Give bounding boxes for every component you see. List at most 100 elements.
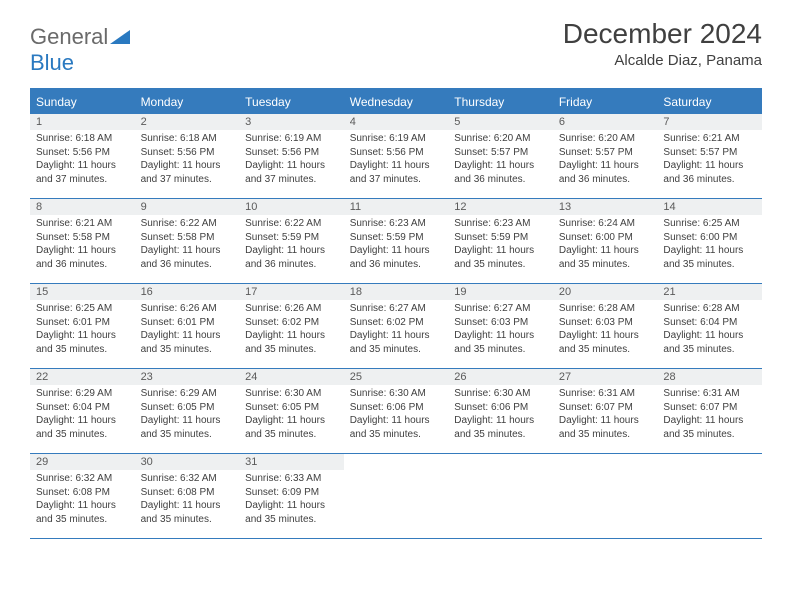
calendar-cell: 2 Sunrise: 6:18 AMSunset: 5:56 PMDaylight… bbox=[135, 114, 240, 198]
cell-body: Sunrise: 6:30 AMSunset: 6:06 PMDaylight:… bbox=[448, 385, 553, 447]
sunset-text: Sunset: 5:58 PM bbox=[141, 231, 234, 245]
sunset-text: Sunset: 5:56 PM bbox=[350, 146, 443, 160]
calendar-cell: 10Sunrise: 6:22 AMSunset: 5:59 PMDayligh… bbox=[239, 199, 344, 283]
day-number: 5 bbox=[448, 114, 553, 130]
calendar-cell: 13Sunrise: 6:24 AMSunset: 6:00 PMDayligh… bbox=[553, 199, 658, 283]
day-number: 7 bbox=[657, 114, 762, 130]
sunrise-text: Sunrise: 6:27 AM bbox=[454, 302, 547, 316]
day-header-saturday: Saturday bbox=[657, 90, 762, 114]
calendar-cell: 17Sunrise: 6:26 AMSunset: 6:02 PMDayligh… bbox=[239, 284, 344, 368]
sunrise-text: Sunrise: 6:32 AM bbox=[141, 472, 234, 486]
calendar-cell: 28Sunrise: 6:31 AMSunset: 6:07 PMDayligh… bbox=[657, 369, 762, 453]
sunset-text: Sunset: 5:57 PM bbox=[663, 146, 756, 160]
day-number: 13 bbox=[553, 199, 658, 215]
sunset-text: Sunset: 6:03 PM bbox=[454, 316, 547, 330]
cell-body: Sunrise: 6:25 AMSunset: 6:01 PMDaylight:… bbox=[30, 300, 135, 362]
sunrise-text: Sunrise: 6:30 AM bbox=[245, 387, 338, 401]
daylight-text: and 35 minutes. bbox=[663, 428, 756, 442]
day-number: 2 bbox=[135, 114, 240, 130]
day-number: 28 bbox=[657, 369, 762, 385]
calendar-cell: 18Sunrise: 6:27 AMSunset: 6:02 PMDayligh… bbox=[344, 284, 449, 368]
cell-body: Sunrise: 6:32 AMSunset: 6:08 PMDaylight:… bbox=[135, 470, 240, 532]
day-number: 12 bbox=[448, 199, 553, 215]
logo: General Blue bbox=[30, 24, 130, 76]
cell-body: Sunrise: 6:21 AMSunset: 5:57 PMDaylight:… bbox=[657, 130, 762, 192]
sunset-text: Sunset: 6:05 PM bbox=[245, 401, 338, 415]
week-row: 8Sunrise: 6:21 AMSunset: 5:58 PMDaylight… bbox=[30, 199, 762, 284]
calendar-cell: 25Sunrise: 6:30 AMSunset: 6:06 PMDayligh… bbox=[344, 369, 449, 453]
cell-body: Sunrise: 6:28 AMSunset: 6:03 PMDaylight:… bbox=[553, 300, 658, 362]
sunrise-text: Sunrise: 6:29 AM bbox=[36, 387, 129, 401]
daylight-text: Daylight: 11 hours bbox=[245, 244, 338, 258]
sunset-text: Sunset: 6:06 PM bbox=[454, 401, 547, 415]
calendar-grid: Sunday Monday Tuesday Wednesday Thursday… bbox=[30, 88, 762, 539]
sunrise-text: Sunrise: 6:23 AM bbox=[454, 217, 547, 231]
logo-text-blue: Blue bbox=[30, 50, 74, 75]
calendar-cell: 26Sunrise: 6:30 AMSunset: 6:06 PMDayligh… bbox=[448, 369, 553, 453]
daylight-text: Daylight: 11 hours bbox=[350, 244, 443, 258]
daylight-text: Daylight: 11 hours bbox=[36, 499, 129, 513]
daylight-text: Daylight: 11 hours bbox=[663, 244, 756, 258]
week-row: 1Sunrise: 6:18 AMSunset: 5:56 PMDaylight… bbox=[30, 114, 762, 199]
daylight-text: and 35 minutes. bbox=[245, 513, 338, 527]
daylight-text: Daylight: 11 hours bbox=[350, 159, 443, 173]
sunset-text: Sunset: 6:06 PM bbox=[350, 401, 443, 415]
calendar-cell bbox=[344, 454, 449, 538]
sunset-text: Sunset: 5:58 PM bbox=[36, 231, 129, 245]
sunrise-text: Sunrise: 6:30 AM bbox=[350, 387, 443, 401]
cell-body: Sunrise: 6:32 AMSunset: 6:08 PMDaylight:… bbox=[30, 470, 135, 532]
daylight-text: Daylight: 11 hours bbox=[36, 244, 129, 258]
daylight-text: Daylight: 11 hours bbox=[559, 329, 652, 343]
sunrise-text: Sunrise: 6:24 AM bbox=[559, 217, 652, 231]
day-number: 24 bbox=[239, 369, 344, 385]
sunset-text: Sunset: 5:56 PM bbox=[141, 146, 234, 160]
title-block: December 2024 Alcalde Diaz, Panama bbox=[563, 18, 762, 69]
weeks-container: 1Sunrise: 6:18 AMSunset: 5:56 PMDaylight… bbox=[30, 114, 762, 539]
daylight-text: and 35 minutes. bbox=[454, 258, 547, 272]
sunrise-text: Sunrise: 6:27 AM bbox=[350, 302, 443, 316]
calendar-cell: 15Sunrise: 6:25 AMSunset: 6:01 PMDayligh… bbox=[30, 284, 135, 368]
calendar-cell: 21Sunrise: 6:28 AMSunset: 6:04 PMDayligh… bbox=[657, 284, 762, 368]
daylight-text: Daylight: 11 hours bbox=[36, 414, 129, 428]
sunrise-text: Sunrise: 6:18 AM bbox=[141, 132, 234, 146]
daylight-text: and 35 minutes. bbox=[245, 343, 338, 357]
week-row: 29Sunrise: 6:32 AMSunset: 6:08 PMDayligh… bbox=[30, 454, 762, 539]
day-header-monday: Monday bbox=[135, 90, 240, 114]
daylight-text: and 36 minutes. bbox=[36, 258, 129, 272]
cell-body: Sunrise: 6:27 AMSunset: 6:03 PMDaylight:… bbox=[448, 300, 553, 362]
daylight-text: and 36 minutes. bbox=[559, 173, 652, 187]
calendar-cell: 7Sunrise: 6:21 AMSunset: 5:57 PMDaylight… bbox=[657, 114, 762, 198]
calendar-cell: 27Sunrise: 6:31 AMSunset: 6:07 PMDayligh… bbox=[553, 369, 658, 453]
daylight-text: and 37 minutes. bbox=[36, 173, 129, 187]
day-number: 31 bbox=[239, 454, 344, 470]
day-number: 10 bbox=[239, 199, 344, 215]
sunrise-text: Sunrise: 6:22 AM bbox=[141, 217, 234, 231]
daylight-text: Daylight: 11 hours bbox=[141, 159, 234, 173]
cell-body: Sunrise: 6:31 AMSunset: 6:07 PMDaylight:… bbox=[553, 385, 658, 447]
cell-body: Sunrise: 6:19 AMSunset: 5:56 PMDaylight:… bbox=[239, 130, 344, 192]
calendar-cell: 6Sunrise: 6:20 AMSunset: 5:57 PMDaylight… bbox=[553, 114, 658, 198]
calendar-cell bbox=[448, 454, 553, 538]
cell-body: Sunrise: 6:19 AMSunset: 5:56 PMDaylight:… bbox=[344, 130, 449, 192]
day-number: 9 bbox=[135, 199, 240, 215]
sunset-text: Sunset: 6:01 PM bbox=[141, 316, 234, 330]
cell-body: Sunrise: 6:24 AMSunset: 6:00 PMDaylight:… bbox=[553, 215, 658, 277]
daylight-text: and 36 minutes. bbox=[350, 258, 443, 272]
calendar-cell: 20Sunrise: 6:28 AMSunset: 6:03 PMDayligh… bbox=[553, 284, 658, 368]
calendar-cell: 12Sunrise: 6:23 AMSunset: 5:59 PMDayligh… bbox=[448, 199, 553, 283]
daylight-text: Daylight: 11 hours bbox=[141, 244, 234, 258]
day-number: 20 bbox=[553, 284, 658, 300]
daylight-text: and 35 minutes. bbox=[245, 428, 338, 442]
cell-body: Sunrise: 6:27 AMSunset: 6:02 PMDaylight:… bbox=[344, 300, 449, 362]
cell-body: Sunrise: 6:22 AMSunset: 5:59 PMDaylight:… bbox=[239, 215, 344, 277]
calendar-cell: 29Sunrise: 6:32 AMSunset: 6:08 PMDayligh… bbox=[30, 454, 135, 538]
sunset-text: Sunset: 6:04 PM bbox=[36, 401, 129, 415]
sunset-text: Sunset: 6:09 PM bbox=[245, 486, 338, 500]
daylight-text: and 35 minutes. bbox=[36, 428, 129, 442]
cell-body: Sunrise: 6:25 AMSunset: 6:00 PMDaylight:… bbox=[657, 215, 762, 277]
cell-body: Sunrise: 6:30 AMSunset: 6:06 PMDaylight:… bbox=[344, 385, 449, 447]
daylight-text: and 35 minutes. bbox=[350, 428, 443, 442]
daylight-text: and 35 minutes. bbox=[141, 428, 234, 442]
cell-body: Sunrise: 6:26 AMSunset: 6:01 PMDaylight:… bbox=[135, 300, 240, 362]
calendar-cell: 4Sunrise: 6:19 AMSunset: 5:56 PMDaylight… bbox=[344, 114, 449, 198]
